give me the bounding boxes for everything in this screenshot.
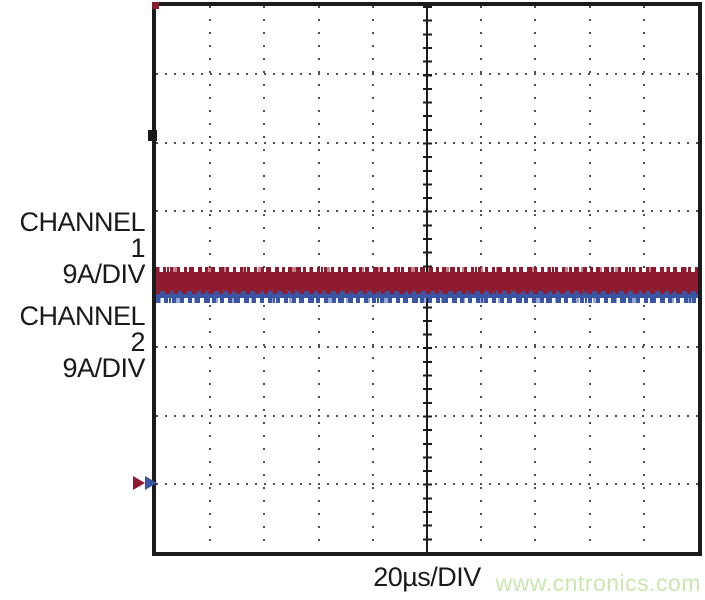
watermark: www.cntronics.com: [495, 570, 701, 596]
channel1-scale-label: 9A/DIV: [62, 259, 145, 289]
trigger-arrow-ch2-icon: [145, 476, 157, 490]
left-border-tick: [148, 130, 157, 141]
channel-labels: CHANNEL 1 9A/DIV CHANNEL 2 9A/DIV: [0, 207, 145, 383]
scope-graticule: [152, 2, 702, 556]
channel2-scale-label: 9A/DIV: [62, 353, 145, 383]
trigger-arrow-ch1-icon: [133, 476, 145, 490]
channel2-label: CHANNEL 2: [19, 301, 145, 357]
timebase-label: 20µs/DIV: [373, 562, 481, 592]
channel-reference-marker: [152, 2, 159, 9]
channel1-label: CHANNEL 1: [19, 207, 145, 263]
channel2-trace: [156, 291, 698, 298]
channel2-trace-ripple: [156, 298, 698, 303]
channel1-trace-ripple-top: [156, 267, 698, 273]
graticule-grid-area: [156, 6, 698, 552]
channel1-trace: [156, 272, 698, 291]
channel1-trace-ripple-bottom: [156, 289, 698, 294]
